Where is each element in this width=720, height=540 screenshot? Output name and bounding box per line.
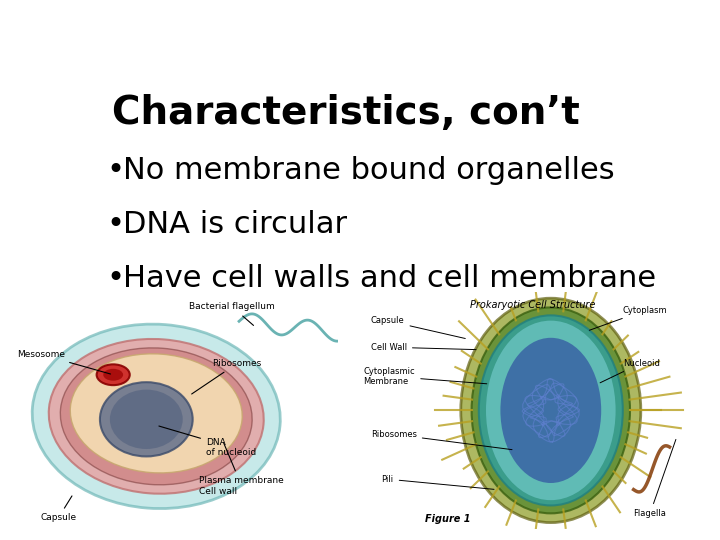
Ellipse shape bbox=[71, 354, 242, 473]
Ellipse shape bbox=[60, 348, 252, 485]
Ellipse shape bbox=[49, 339, 264, 494]
Text: Capsule: Capsule bbox=[40, 496, 76, 522]
Ellipse shape bbox=[472, 307, 630, 514]
Text: Mesosome: Mesosome bbox=[17, 350, 110, 374]
Text: •: • bbox=[107, 265, 125, 293]
Text: Flagella: Flagella bbox=[634, 440, 676, 518]
Text: DNA
of nucleoid: DNA of nucleoid bbox=[159, 426, 256, 457]
Text: Ribosomes: Ribosomes bbox=[371, 430, 512, 450]
Text: Pili: Pili bbox=[382, 475, 494, 489]
Text: Characteristics, con’t: Characteristics, con’t bbox=[112, 94, 580, 132]
Text: Cytoplasm: Cytoplasm bbox=[590, 306, 667, 330]
Ellipse shape bbox=[486, 321, 616, 500]
Ellipse shape bbox=[103, 369, 123, 381]
Ellipse shape bbox=[96, 364, 130, 385]
Text: Prokaryotic Cell Structure: Prokaryotic Cell Structure bbox=[470, 300, 595, 309]
Text: Plasma membrane
Cell wall: Plasma membrane Cell wall bbox=[199, 443, 284, 496]
Ellipse shape bbox=[32, 324, 280, 509]
Ellipse shape bbox=[461, 298, 641, 523]
Text: Ribosomes: Ribosomes bbox=[192, 359, 262, 394]
Ellipse shape bbox=[479, 315, 623, 505]
Text: Bacterial flagellum: Bacterial flagellum bbox=[189, 302, 275, 326]
Text: Cytoplasmic
Membrane: Cytoplasmic Membrane bbox=[364, 367, 487, 386]
Text: Cell Wall: Cell Wall bbox=[371, 343, 476, 352]
Ellipse shape bbox=[100, 382, 193, 456]
Text: Figure 1: Figure 1 bbox=[425, 514, 470, 524]
Text: Nucleoid: Nucleoid bbox=[600, 359, 660, 383]
Ellipse shape bbox=[500, 338, 601, 483]
Text: Have cell walls and cell membrane: Have cell walls and cell membrane bbox=[124, 265, 657, 293]
Text: DNA is circular: DNA is circular bbox=[124, 210, 348, 239]
Text: •: • bbox=[107, 210, 125, 239]
Text: •: • bbox=[107, 156, 125, 185]
Text: Capsule: Capsule bbox=[371, 316, 465, 339]
Ellipse shape bbox=[110, 390, 183, 449]
Text: No membrane bound organelles: No membrane bound organelles bbox=[124, 156, 615, 185]
